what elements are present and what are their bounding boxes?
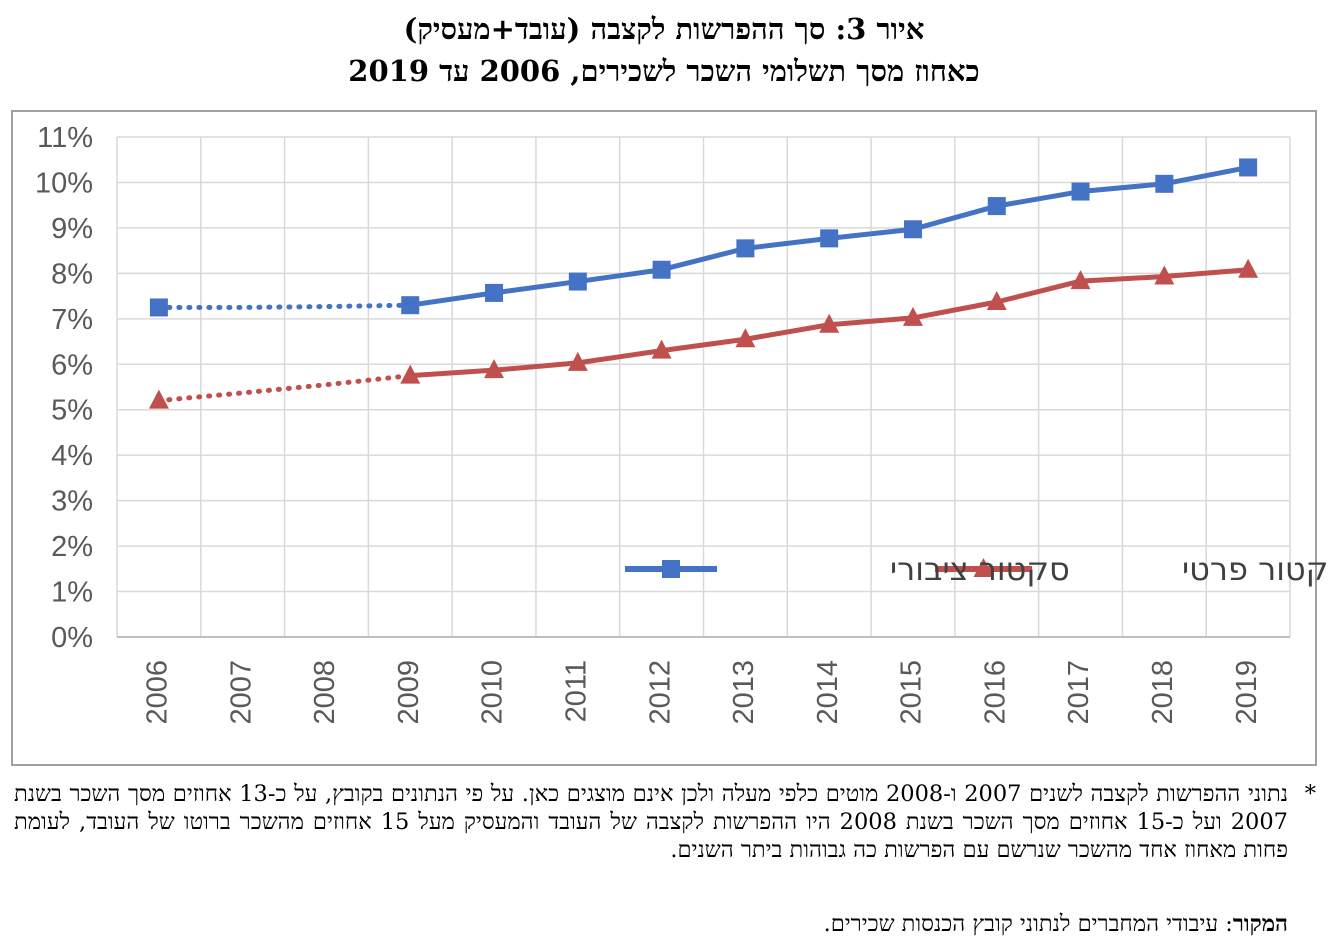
y-tick-label: 5% (51, 395, 93, 427)
y-tick-label: 9% (51, 213, 93, 245)
y-tick-label: 0% (51, 622, 93, 654)
legend-label: סקטור ציבורי (890, 550, 1070, 588)
data-point (819, 313, 840, 333)
line-chart: 0% 1% 2% 3% 4% 5% 6% 7% 8% 9% 10% 11% 2006 2007 2008 20… (11, 110, 1328, 766)
x-tick-label: 2008 (309, 660, 341, 725)
data-point (820, 229, 839, 248)
data-point (149, 298, 168, 317)
x-tick-label: 2006 (142, 660, 174, 725)
x-tick-label: 2011 (560, 660, 592, 722)
data-point (485, 283, 504, 302)
x-tick-label: 2016 (979, 660, 1011, 725)
chart-frame (11, 110, 1317, 766)
data-point (736, 239, 755, 258)
data-point (1071, 182, 1090, 201)
x-tick-label: 2010 (477, 660, 509, 725)
x-tick-label: 2017 (1063, 660, 1095, 725)
data-point (400, 364, 421, 384)
data-point (1239, 158, 1258, 177)
data-point (484, 359, 505, 379)
x-tick-label: 2009 (393, 660, 425, 725)
data-point (567, 351, 588, 371)
data-point (148, 389, 169, 409)
data-point (651, 339, 672, 359)
legend-marker (662, 560, 680, 578)
source-note: המקור: עיבודי המחברים לנתוני קובץ הכנסות… (14, 910, 1314, 938)
footnote: * נתוני ההפרשות לקצבה לשנים 2007 ו-2008 … (14, 780, 1316, 864)
x-tick-label: 2015 (896, 660, 928, 725)
y-tick-label: 1% (51, 577, 93, 609)
chart-title: איור 3: סך ההפרשות לקצבה (עובד+מעסיק) (403, 12, 925, 46)
data-point (568, 272, 587, 291)
data-point (1070, 270, 1091, 290)
y-tick-label: 11% (37, 122, 93, 154)
x-tick-label: 2012 (644, 660, 676, 725)
legend-marker (973, 558, 994, 577)
data-point (1155, 174, 1174, 193)
y-tick-label: 8% (51, 258, 93, 290)
source-text: : עיבודי המחברים לנתוני קובץ הכנסות שכיר… (823, 911, 1233, 937)
data-point (903, 220, 922, 239)
x-tick-label: 2019 (1231, 660, 1263, 725)
footnote-text: נתוני ההפרשות לקצבה לשנים 2007 ו-2008 מו… (14, 781, 1289, 863)
y-tick-label: 10% (35, 167, 93, 199)
x-tick-label: 2018 (1147, 660, 1179, 725)
y-tick-label: 3% (51, 486, 93, 518)
y-tick-label: 7% (51, 304, 93, 336)
y-tick-label: 4% (51, 440, 93, 472)
data-point (735, 328, 756, 348)
data-point (401, 296, 420, 315)
series-line-dotted (156, 373, 413, 404)
data-point (986, 291, 1007, 310)
data-point (1154, 265, 1175, 285)
data-point (902, 306, 923, 326)
data-point (1238, 258, 1259, 278)
y-tick-label: 2% (51, 531, 93, 563)
y-tick-label: 6% (51, 349, 93, 381)
x-tick-label: 2013 (728, 660, 760, 725)
x-tick-label: 2007 (225, 660, 257, 725)
x-tick-label: 2014 (812, 660, 844, 725)
chart-subtitle: כאחוז מסך תשלומי השכר לשכירים, 2006 עד 2… (348, 54, 980, 88)
data-point (987, 197, 1006, 216)
footnote-star: * (1304, 781, 1316, 807)
source-label: המקור (1232, 911, 1288, 937)
data-point (652, 260, 671, 279)
series-line-dotted (156, 302, 413, 310)
legend-label: סקטור פרטי (1182, 550, 1328, 588)
